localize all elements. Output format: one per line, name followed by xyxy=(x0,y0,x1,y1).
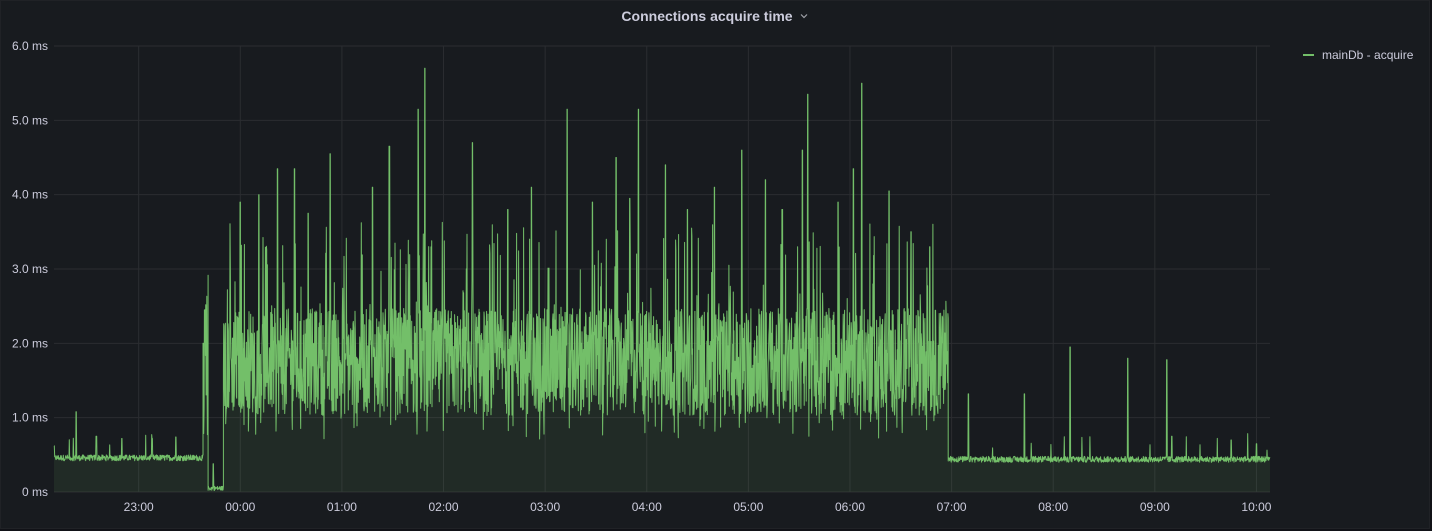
panel-title-menu[interactable]: Connections acquire time xyxy=(621,8,808,24)
x-tick-label: 01:00 xyxy=(327,500,357,514)
series-line-maindb-acquire xyxy=(53,67,1271,491)
y-tick-label: 6.0 ms xyxy=(12,39,48,53)
y-tick-label: 2.0 ms xyxy=(12,336,48,350)
legend-swatch xyxy=(1303,54,1314,56)
x-tick-label: 08:00 xyxy=(1038,500,1068,514)
x-tick-label: 03:00 xyxy=(530,500,560,514)
y-tick-label: 0 ms xyxy=(22,485,48,499)
y-tick-label: 1.0 ms xyxy=(12,411,48,425)
x-tick-label: 00:00 xyxy=(225,500,255,514)
y-tick-label: 4.0 ms xyxy=(12,188,48,202)
x-tick-label: 05:00 xyxy=(733,500,763,514)
legend-item-label[interactable]: mainDb - acquire xyxy=(1322,48,1414,62)
panel-title: Connections acquire time xyxy=(621,8,793,24)
x-tick-label: 02:00 xyxy=(429,500,459,514)
x-tick-label: 06:00 xyxy=(835,500,865,514)
x-tick-label: 09:00 xyxy=(1140,500,1170,514)
legend: mainDb - acquire xyxy=(1303,48,1413,62)
y-tick-label: 3.0 ms xyxy=(12,262,48,276)
x-tick-label: 07:00 xyxy=(937,500,967,514)
chevron-down-icon xyxy=(800,14,808,19)
x-tick-label: 10:00 xyxy=(1241,500,1271,514)
y-tick-label: 5.0 ms xyxy=(12,113,48,127)
x-tick-label: 23:00 xyxy=(124,500,154,514)
panel-header: Connections acquire time xyxy=(1,1,1429,31)
x-tick-label: 04:00 xyxy=(632,500,662,514)
line-chart[interactable]: 0 ms 1.0 ms 2.0 ms 3.0 ms 4.0 ms 5.0 ms 6.0 ms… xyxy=(1,1,1291,530)
